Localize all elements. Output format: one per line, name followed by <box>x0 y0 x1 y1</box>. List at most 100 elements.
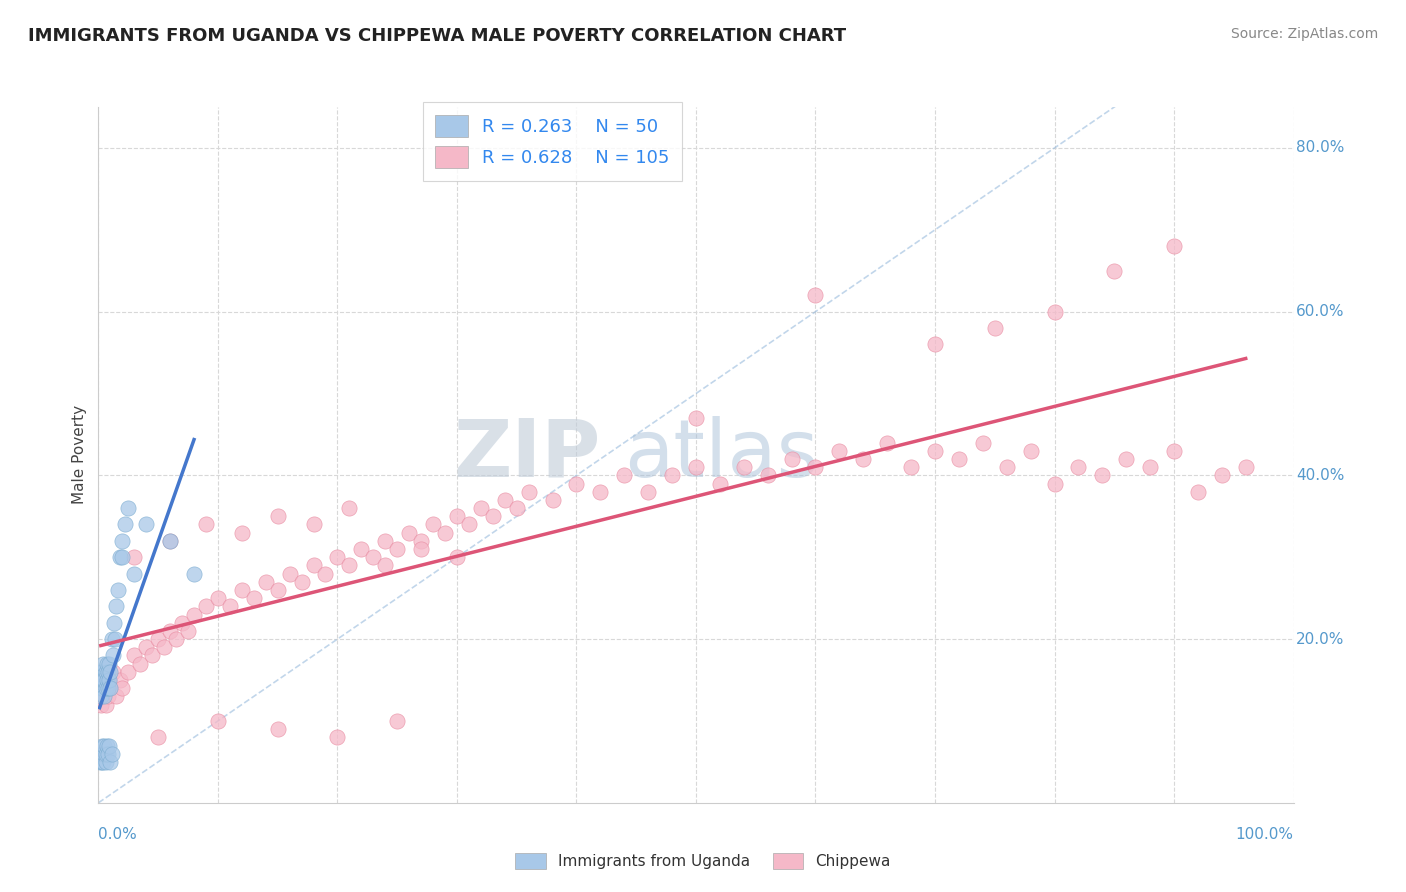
Point <box>541 492 564 507</box>
Point <box>267 509 290 524</box>
Point <box>93 690 115 704</box>
Point <box>1211 468 1233 483</box>
Point <box>100 632 122 646</box>
Point <box>90 690 112 704</box>
Point <box>411 533 433 548</box>
Point <box>98 673 121 687</box>
Point <box>302 517 325 532</box>
Point <box>93 673 115 687</box>
Point <box>153 640 176 655</box>
Point <box>93 673 115 687</box>
Point <box>231 582 253 597</box>
Point <box>183 607 205 622</box>
Point <box>96 739 118 753</box>
Point <box>135 517 157 532</box>
Point <box>101 648 124 663</box>
Point <box>90 673 112 687</box>
Point <box>326 550 349 565</box>
Point <box>506 501 529 516</box>
Text: 60.0%: 60.0% <box>1296 304 1344 319</box>
Text: 40.0%: 40.0% <box>1296 468 1344 483</box>
Point <box>89 755 111 769</box>
Point <box>350 542 373 557</box>
Point <box>1115 452 1137 467</box>
Text: IMMIGRANTS FROM UGANDA VS CHIPPEWA MALE POVERTY CORRELATION CHART: IMMIGRANTS FROM UGANDA VS CHIPPEWA MALE … <box>28 27 846 45</box>
Point <box>852 452 875 467</box>
Point <box>315 566 337 581</box>
Text: atlas: atlas <box>624 416 818 494</box>
Point <box>1234 460 1257 475</box>
Point <box>98 665 122 679</box>
Point <box>589 484 612 499</box>
Text: Source: ZipAtlas.com: Source: ZipAtlas.com <box>1230 27 1378 41</box>
Point <box>924 337 946 351</box>
Point <box>804 460 827 475</box>
Point <box>948 452 970 467</box>
Text: 0.0%: 0.0% <box>98 827 138 842</box>
Point <box>172 615 194 630</box>
Point <box>97 681 120 696</box>
Point <box>446 550 468 565</box>
Point <box>98 739 121 753</box>
Point <box>159 533 181 548</box>
Point <box>470 501 492 516</box>
Point <box>385 542 409 557</box>
Point <box>613 468 636 483</box>
Point <box>363 550 385 565</box>
Point <box>326 731 349 745</box>
Point <box>1104 264 1126 278</box>
Point <box>183 566 205 581</box>
Text: 80.0%: 80.0% <box>1296 140 1344 155</box>
Point <box>89 681 111 696</box>
Point <box>1163 443 1185 458</box>
Point <box>339 558 361 573</box>
Point <box>135 640 157 655</box>
Point <box>231 525 253 540</box>
Point <box>1043 304 1066 318</box>
Point <box>117 501 139 516</box>
Point <box>434 525 457 540</box>
Point <box>1187 484 1209 499</box>
Point <box>129 657 152 671</box>
Point <box>91 657 114 671</box>
Point <box>105 690 128 704</box>
Point <box>91 681 114 696</box>
Point <box>195 517 218 532</box>
Legend: Immigrants from Uganda, Chippewa: Immigrants from Uganda, Chippewa <box>509 847 897 875</box>
Point <box>411 542 433 557</box>
Point <box>900 460 922 475</box>
Point <box>219 599 242 614</box>
Point <box>267 582 290 597</box>
Legend: R = 0.263    N = 50, R = 0.628    N = 105: R = 0.263 N = 50, R = 0.628 N = 105 <box>423 103 682 180</box>
Point <box>94 665 117 679</box>
Point <box>195 599 218 614</box>
Point <box>91 755 114 769</box>
Point <box>267 722 290 736</box>
Point <box>1139 460 1161 475</box>
Point <box>98 755 122 769</box>
Point <box>780 452 803 467</box>
Point <box>165 632 187 646</box>
Point <box>91 739 114 753</box>
Point <box>124 566 146 581</box>
Point <box>114 517 136 532</box>
Point <box>98 681 122 696</box>
Point <box>91 673 114 687</box>
Point <box>100 747 122 761</box>
Point <box>661 468 683 483</box>
Point <box>339 501 361 516</box>
Point <box>124 648 146 663</box>
Point <box>97 665 120 679</box>
Point <box>91 665 114 679</box>
Text: ZIP: ZIP <box>453 416 600 494</box>
Point <box>98 657 121 671</box>
Point <box>91 681 114 696</box>
Point <box>96 657 118 671</box>
Point <box>159 533 181 548</box>
Point <box>458 517 481 532</box>
Point <box>148 731 170 745</box>
Point <box>97 690 120 704</box>
Point <box>97 747 120 761</box>
Point <box>111 533 134 548</box>
Point <box>254 574 277 589</box>
